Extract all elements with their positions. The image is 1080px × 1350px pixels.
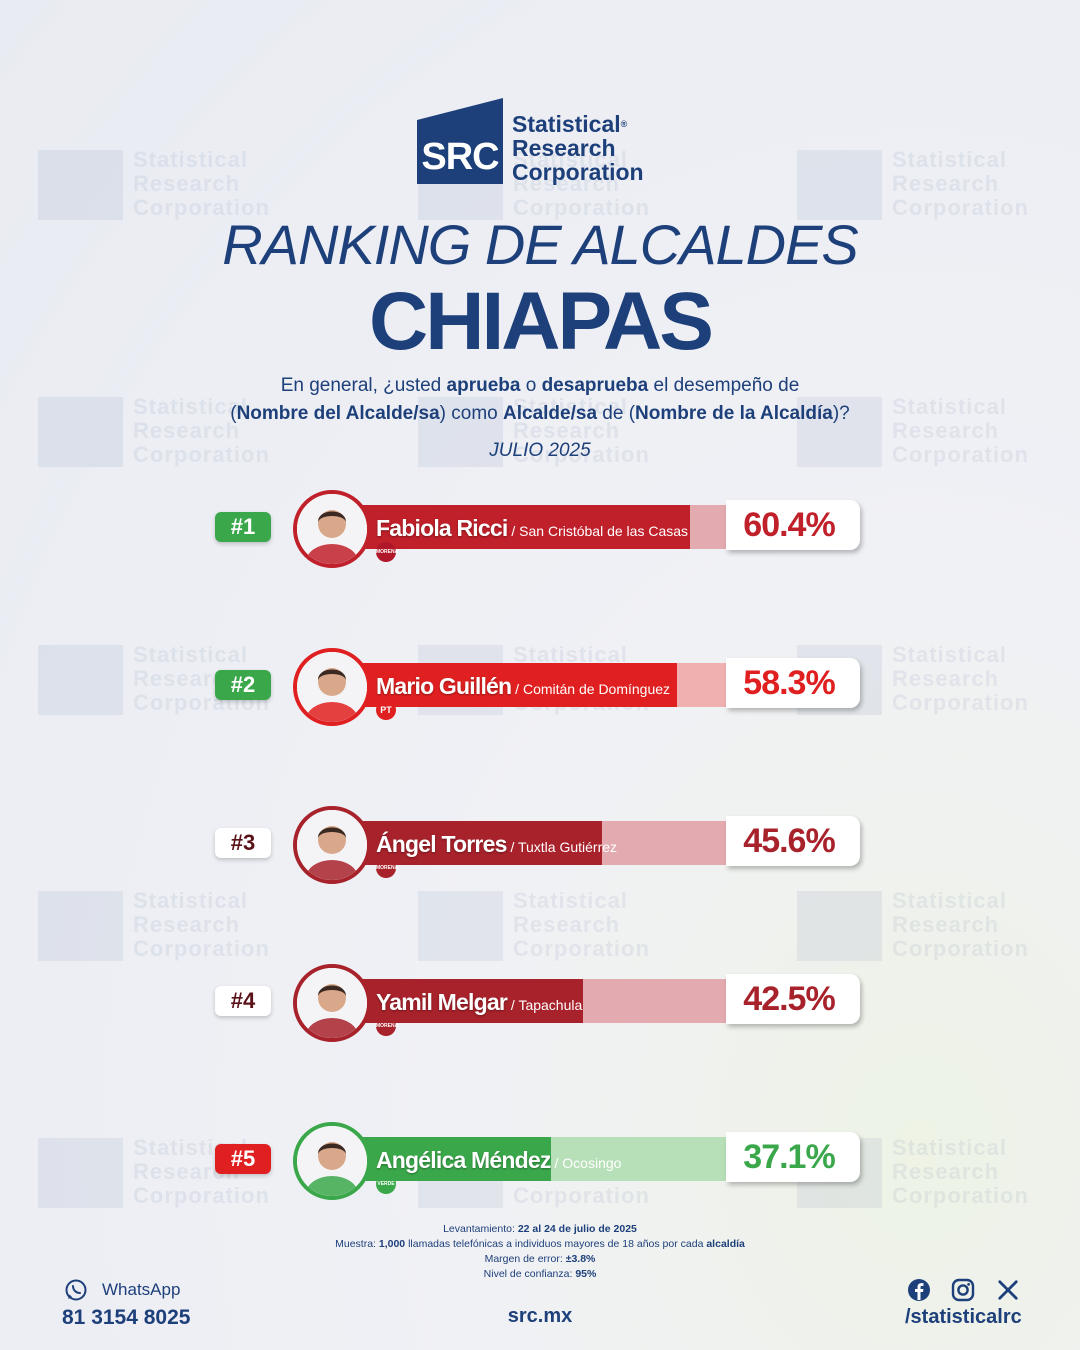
facebook-icon[interactable] <box>907 1278 931 1302</box>
municipality: / Ocosingo <box>550 1155 622 1171</box>
percent-box: 45.6% <box>726 816 860 866</box>
municipality: / Comitán de Domínguez <box>511 681 671 697</box>
bar <box>330 821 602 865</box>
bar <box>330 663 677 707</box>
bar-track <box>330 821 726 865</box>
page-title: RANKING DE ALCALDES <box>222 213 859 276</box>
candidate-photo <box>293 964 371 1042</box>
bar-track <box>330 505 726 549</box>
social-handle[interactable]: /statisticalrc <box>905 1306 1022 1328</box>
percent-box: 58.3% <box>726 658 860 708</box>
candidate-photo <box>293 648 371 726</box>
ranking-row: #3 Ángel Torres / Tuxtla Gutiérrez MORENA 4… <box>0 804 1080 894</box>
ranking-row: #4 Yamil Melgar / Tapachula MORENA 42.5% <box>0 962 1080 1052</box>
src-logo: SRC Statistical® Research Corporation <box>417 98 677 188</box>
bar-label: Fabiola Ricci / San Cristóbal de las Cas… <box>376 506 688 550</box>
whatsapp-number[interactable]: 81 3154 8025 <box>62 1306 191 1329</box>
municipality: / Tuxtla Gutiérrez <box>506 839 618 855</box>
municipality: / Tapachula <box>507 997 583 1013</box>
bar-label: Yamil Melgar / Tapachula <box>376 980 582 1024</box>
party-logo: MORENA <box>376 1016 398 1036</box>
whatsapp-label: WhatsApp <box>102 1280 181 1299</box>
bar <box>330 505 690 549</box>
bar-label: Ángel Torres / Tuxtla Gutiérrez <box>376 822 617 866</box>
data-label: 45.6% <box>743 822 835 860</box>
party-logo: VERDE <box>376 1174 396 1194</box>
party-logo: MORENA <box>376 858 398 878</box>
website-link[interactable]: src.mx <box>507 1305 573 1327</box>
municipality: / San Cristóbal de las Casas <box>507 523 689 539</box>
bar <box>330 979 583 1023</box>
party-logo: MORENA <box>376 542 398 562</box>
bar-track <box>330 663 726 707</box>
methodology-notes: Levantamiento: 22 al 24 de julio de 2025… <box>335 1223 745 1280</box>
rank-badge: #4 <box>215 986 271 1016</box>
logo-abbr: SRC <box>421 136 499 178</box>
rank-badge: #1 <box>215 512 271 542</box>
rank-badge: #2 <box>215 670 271 700</box>
bar-label: Mario Guillén / Comitán de Domínguez <box>376 664 670 708</box>
percent-box: 37.1% <box>726 1132 860 1182</box>
candidate-name: Fabiola Ricci <box>376 515 508 541</box>
survey-period: JULIO 2025 <box>489 440 591 461</box>
rank-badge: #3 <box>215 828 271 858</box>
logo-mark-icon <box>417 98 503 184</box>
candidate-name: Mario Guillén <box>376 673 512 699</box>
x-icon[interactable] <box>997 1279 1019 1301</box>
data-label: 37.1% <box>743 1138 835 1176</box>
candidate-photo <box>293 1122 371 1200</box>
candidate-name: Angélica Méndez <box>376 1147 551 1173</box>
candidate-photo <box>293 490 371 568</box>
data-label: 60.4% <box>743 506 835 544</box>
party-logo: PT <box>376 700 396 720</box>
candidate-photo <box>293 806 371 884</box>
instagram-icon[interactable] <box>951 1278 975 1302</box>
survey-question: En general, ¿usted aprueba o desaprueba … <box>230 375 850 424</box>
data-label: 42.5% <box>743 980 835 1018</box>
bar-label: Angélica Méndez / Ocosingo <box>376 1138 621 1182</box>
percent-box: 42.5% <box>726 974 860 1024</box>
candidate-name: Yamil Melgar <box>376 989 508 1015</box>
ranking-row: #5 Angélica Méndez / Ocosingo VERDE 37.1% <box>0 1120 1080 1210</box>
state-title: CHIAPAS <box>369 276 714 367</box>
data-label: 58.3% <box>743 664 835 702</box>
ranking-row: #2 Mario Guillén / Comitán de Domínguez PT… <box>0 646 1080 736</box>
ranking-row: #1 Fabiola Ricci / San Cristóbal de las C… <box>0 488 1080 578</box>
whatsapp-icon <box>65 1279 87 1301</box>
rank-badge: #5 <box>215 1144 271 1174</box>
bar-track <box>330 979 726 1023</box>
logo-text: Statistical® Research Corporation <box>512 111 644 185</box>
candidate-name: Ángel Torres <box>376 831 507 857</box>
percent-box: 60.4% <box>726 500 860 550</box>
